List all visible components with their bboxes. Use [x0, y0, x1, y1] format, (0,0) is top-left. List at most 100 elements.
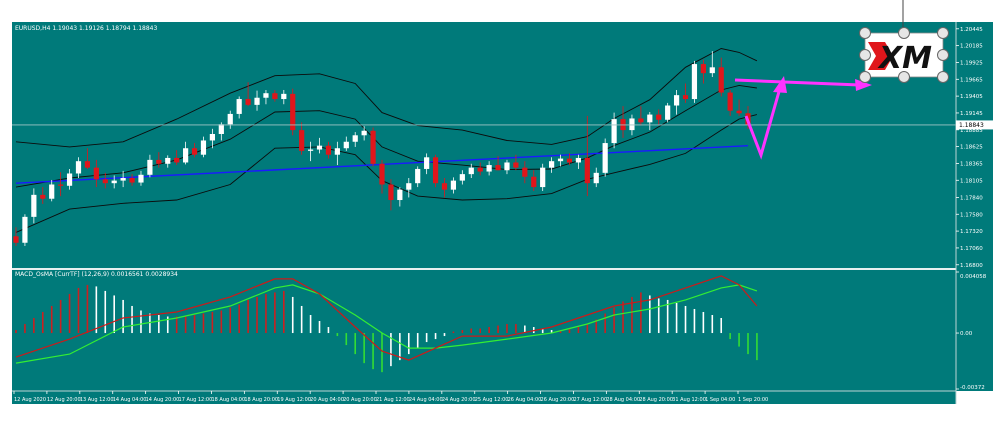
- candle-body: [129, 178, 135, 183]
- candle-body: [49, 184, 55, 199]
- candle: [66, 168, 73, 190]
- candle-body: [218, 124, 224, 134]
- candle: [165, 155, 171, 168]
- candle: [209, 128, 215, 149]
- candle-body: [682, 95, 689, 100]
- price-tick-label: 1.19665: [960, 77, 983, 83]
- candle: [370, 127, 376, 167]
- candle: [138, 170, 144, 186]
- candle: [254, 90, 260, 111]
- candle-body: [254, 97, 260, 105]
- candle-body: [584, 157, 590, 184]
- candle: [406, 178, 412, 198]
- candle-body: [352, 135, 358, 142]
- signal-line: [15, 284, 758, 364]
- time-tick-label: 21 Aug 12:00: [376, 397, 410, 403]
- logo-handle-bc[interactable]: [898, 71, 910, 83]
- candle: [218, 122, 224, 141]
- candle-body: [58, 184, 64, 186]
- price-tick-label: 1.19145: [960, 111, 983, 117]
- candle-body: [665, 105, 671, 120]
- candle: [557, 154, 564, 167]
- zigzag-arrow-head: [773, 76, 787, 93]
- candle-body: [307, 149, 314, 151]
- candle-body: [691, 64, 698, 100]
- candle-body: [370, 130, 376, 164]
- logo-handle-tr[interactable]: [937, 27, 949, 39]
- candle-body: [22, 216, 28, 243]
- candle: [593, 167, 599, 188]
- band-lower-line: [15, 114, 758, 233]
- time-tick-label: 1 Sep 04:00: [705, 397, 735, 403]
- candle: [575, 154, 581, 169]
- logo-handle-br[interactable]: [937, 71, 949, 83]
- candle-body: [406, 183, 412, 190]
- time-tick-label: 28 Aug 04:00: [606, 397, 640, 403]
- candle-body: [468, 167, 474, 175]
- candle: [531, 170, 537, 191]
- candle: [673, 89, 680, 115]
- time-tick-label: 18 Aug 04:00: [211, 397, 245, 403]
- candle: [379, 159, 385, 194]
- time-tick-label: 13 Aug 12:00: [80, 397, 114, 403]
- logo-handle-mr[interactable]: [937, 49, 949, 61]
- logo-handle-tl[interactable]: [859, 27, 871, 39]
- candle-body: [40, 194, 46, 199]
- time-tick-label: 25 Aug 12:00: [475, 397, 509, 403]
- candle-body: [174, 157, 180, 163]
- candle-body: [673, 95, 680, 106]
- price-pane[interactable]: [12, 22, 956, 268]
- candle: [638, 106, 644, 126]
- candle: [31, 188, 37, 224]
- candle-body: [316, 145, 323, 150]
- candle-body: [102, 179, 108, 184]
- indicator-tick-label: -0.00372: [960, 385, 985, 391]
- candle: [245, 82, 251, 107]
- time-tick-label: 28 Aug 20:00: [639, 397, 673, 403]
- candle-body: [709, 67, 715, 74]
- candle: [665, 102, 671, 123]
- candle-body: [727, 92, 733, 111]
- candle: [441, 178, 448, 198]
- candle: [459, 170, 465, 185]
- candle: [584, 115, 590, 197]
- indicator-header: MACD_OsMA [CurrTF] (12,26,9) 0.0016561 0…: [15, 271, 178, 278]
- candle-body: [656, 114, 662, 120]
- candle-body: [397, 189, 403, 201]
- time-tick-label: 24 Aug 20:00: [442, 397, 476, 403]
- candle-body: [84, 161, 91, 168]
- time-axis: [12, 391, 956, 404]
- candle-body: [147, 159, 153, 175]
- candle-body: [31, 194, 37, 217]
- current-price-marker: [956, 120, 993, 130]
- indicator-pane[interactable]: [12, 270, 956, 391]
- logo-handle-ml[interactable]: [859, 49, 871, 61]
- candle: [477, 162, 483, 176]
- price-tick-label: 1.17840: [960, 195, 983, 201]
- candle-body: [424, 157, 430, 169]
- candle: [522, 161, 528, 184]
- logo-handle-tc[interactable]: [898, 27, 910, 39]
- candle: [102, 172, 108, 189]
- candle: [183, 141, 189, 165]
- candle: [13, 227, 19, 246]
- candle: [718, 57, 724, 97]
- price-axis: [956, 22, 993, 391]
- time-tick-label: 17 Aug 12:00: [179, 397, 213, 403]
- candle: [656, 109, 662, 125]
- candle-body: [209, 133, 215, 141]
- candle: [147, 154, 153, 178]
- xm-logo: XM: [859, 0, 949, 83]
- logo-handle-bl[interactable]: [859, 71, 871, 83]
- candle: [343, 136, 349, 151]
- price-tick-label: 1.17060: [960, 246, 983, 252]
- candle: [263, 89, 269, 105]
- candle: [307, 141, 314, 162]
- macd-line: [15, 275, 758, 361]
- candle: [709, 51, 715, 78]
- candle-body: [183, 148, 189, 163]
- candle: [397, 187, 403, 207]
- candle: [272, 89, 278, 102]
- candle: [682, 83, 689, 103]
